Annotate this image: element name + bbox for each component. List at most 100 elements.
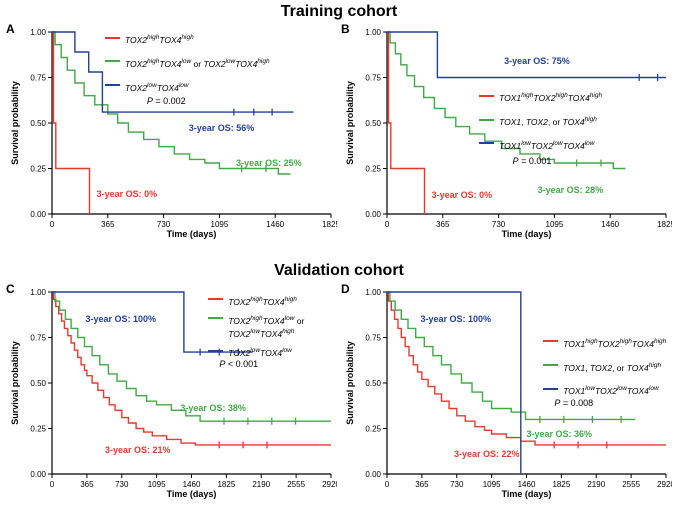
panel-letter: D	[341, 282, 350, 296]
x-tick-label: 2920	[657, 480, 672, 489]
y-tick-label: 0.00	[30, 210, 46, 219]
x-tick-label: 365	[436, 220, 450, 229]
x-tick-label: 365	[415, 480, 429, 489]
y-tick-label: 0.25	[30, 424, 46, 433]
x-tick-label: 0	[50, 480, 55, 489]
os-annotation-green: 3-year OS: 28%	[537, 184, 604, 195]
legend-item-green: TOX2highTOX4low or TOX2lowTOX4high	[105, 56, 270, 70]
x-tick-label: 1825	[657, 220, 672, 229]
legend-item-blue: TOX2lowTOX4low	[208, 345, 304, 359]
x-axis-label: Time (days)	[166, 229, 217, 239]
p-value: P < 0.001	[219, 359, 259, 370]
validation-panel-row: C Survival probability 0.00 0.25 0.50 0.75 1…	[6, 282, 672, 520]
y-tick-label: 0.75	[30, 333, 46, 342]
legend-line-blue	[208, 349, 224, 352]
survival-curve-red	[387, 31, 426, 214]
x-axis-label: Time (days)	[501, 229, 552, 239]
legend-line-red	[479, 94, 495, 97]
x-tick-label: 1825	[322, 220, 337, 229]
y-tick-label: 0.75	[365, 73, 381, 82]
legend-line-red	[543, 340, 559, 343]
legend-item-red: TOX1highTOX2highTOX4high	[479, 90, 602, 104]
legend-item-blue: TOX1lowTOX2lowTOX4low	[479, 138, 602, 152]
y-tick-label: 0.75	[30, 73, 46, 82]
panel-B: B Survival probability 0.00 0.25 0.50 0.75 1…	[341, 22, 672, 260]
legend-label: TOX1lowTOX2lowTOX4low	[499, 139, 595, 151]
legend-label: TOX1highTOX2highTOX4high	[563, 337, 667, 349]
survival-curve-blue	[52, 291, 253, 353]
x-tick-label: 0	[50, 220, 55, 229]
x-axis-label: Time (days)	[501, 489, 552, 499]
survival-curve-green	[387, 31, 626, 170]
x-tick-label: 1095	[546, 220, 564, 229]
panel-letter: B	[341, 22, 350, 36]
legend: TOX2highTOX4high TOX2highTOX4low or TOX2lo…	[208, 294, 304, 364]
y-tick-label: 0.00	[365, 470, 381, 479]
legend-label: TOX1highTOX2highTOX4high	[499, 92, 603, 104]
legend-line-red	[208, 298, 224, 301]
x-tick-label: 1095	[211, 220, 229, 229]
x-tick-label: 1460	[518, 480, 536, 489]
y-tick-label: 0.25	[365, 164, 381, 173]
legend-line-green	[543, 364, 559, 366]
x-tick-label: 2920	[322, 480, 337, 489]
legend-line-blue	[105, 84, 120, 87]
panel-letter: C	[6, 282, 15, 296]
legend: TOX1highTOX2highTOX4high TOX1, TOX2, or T…	[543, 336, 666, 407]
legend-item-green: TOX1, TOX2, or TOX4high	[543, 360, 666, 374]
legend-label: TOX2highTOX4low or TOX2lowTOX4high	[228, 314, 305, 340]
panel-C: C Survival probability 0.00 0.25 0.50 0.75 1…	[6, 282, 337, 520]
survival-plot: 0.00 0.25 0.50 0.75 1.00 0 365 730 1095 1460 1825	[30, 28, 337, 229]
os-annotation-red: 3-year OS: 21%	[105, 444, 171, 455]
x-tick-label: 730	[450, 480, 464, 489]
legend-line-blue	[543, 387, 559, 390]
legend-line-green	[479, 118, 495, 121]
x-tick-label: 1460	[183, 480, 201, 489]
x-tick-label: 0	[385, 220, 390, 229]
os-annotation-red: 3-year OS: 0%	[96, 188, 158, 199]
x-tick-label: 365	[101, 220, 115, 229]
legend-label: TOX1, TOX2, or TOX4high	[563, 361, 662, 373]
survival-curve-green	[52, 31, 291, 175]
y-tick-label: 1.00	[30, 28, 46, 37]
legend-item-red: TOX2highTOX4high	[208, 294, 304, 308]
y-tick-label: 0.50	[365, 119, 381, 128]
legend-item-red: TOX2highTOX4high	[105, 32, 270, 46]
survival-curve-red	[52, 31, 91, 214]
training-cohort-title: Training cohort	[280, 3, 398, 20]
x-tick-label: 2555	[622, 480, 640, 489]
legend-line-red	[105, 36, 120, 39]
x-tick-label: 1825	[217, 480, 235, 489]
x-tick-label: 730	[115, 480, 129, 489]
legend-label: TOX2highTOX4high	[125, 34, 194, 45]
x-tick-label: 730	[157, 220, 171, 229]
y-tick-label: 0.25	[30, 164, 46, 173]
panel-A: A Survival probability 0.00 0.25 0.50 0.75 1…	[6, 22, 337, 260]
survival-curve-blue	[387, 31, 666, 79]
survival-curve-red	[387, 291, 666, 446]
x-tick-label: 2190	[252, 480, 270, 489]
y-tick-label: 1.00	[365, 288, 381, 297]
survival-curve-red	[52, 291, 331, 446]
legend-label: TOX1lowTOX2lowTOX4low	[563, 385, 659, 397]
p-value: P = 0.002	[146, 95, 186, 106]
legend: TOX1highTOX2highTOX4high TOX1, TOX2, or T…	[479, 90, 602, 161]
y-tick-label: 0.75	[365, 333, 381, 342]
legend-item-red: TOX1highTOX2highTOX4high	[543, 336, 666, 350]
legend-item-blue: TOX1lowTOX2lowTOX4low	[543, 383, 666, 397]
x-tick-label: 1825	[552, 480, 570, 489]
p-value: P = 0.001	[512, 155, 552, 166]
panel-D: D Survival probability 0.00 0.25 0.50 0.75 1…	[341, 282, 672, 520]
x-tick-label: 1095	[148, 480, 166, 489]
validation-cohort-title: Validation cohort	[274, 262, 404, 279]
training-panel-row: A Survival probability 0.00 0.25 0.50 0.75 1…	[6, 22, 672, 260]
survival-curve-green	[52, 291, 331, 422]
os-annotation-green: 3-year OS: 36%	[526, 428, 593, 439]
survival-plot: 0.00 0.25 0.50 0.75 1.00 0 365 730 1095 1460 1825	[365, 28, 672, 229]
legend-label: TOX2highTOX4high	[228, 295, 297, 307]
survival-plot: 0.00 0.25 0.50 0.75 1.00 0 365 730 1095 1460 1825 2…	[30, 288, 337, 489]
y-tick-label: 0.25	[365, 424, 381, 433]
os-annotation-blue: 3-year OS: 100%	[420, 313, 492, 324]
x-tick-label: 730	[492, 220, 506, 229]
